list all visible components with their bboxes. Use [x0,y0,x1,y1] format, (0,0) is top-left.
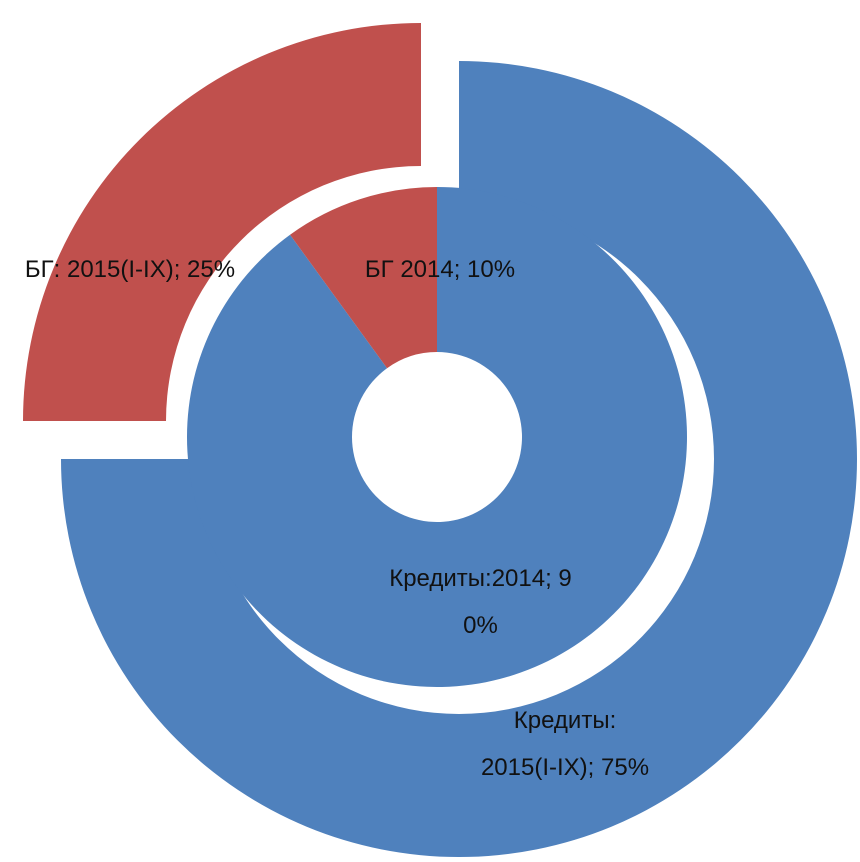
data-label: Кредиты:2014; 90% [389,565,572,639]
doughnut-slice [23,23,421,421]
doughnut-slice [61,61,857,857]
doughnut-slice [187,187,688,687]
data-label: БГ 2014; 10% [364,256,516,283]
doughnut-slice [290,187,437,369]
data-label: Кредиты: 2015(I-IX); 75% [480,707,650,781]
data-label: БГ: 2015(I-IX); 25% [24,256,236,283]
